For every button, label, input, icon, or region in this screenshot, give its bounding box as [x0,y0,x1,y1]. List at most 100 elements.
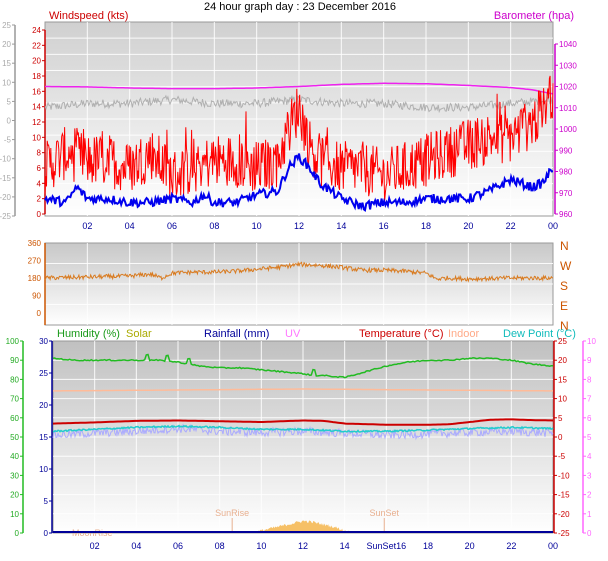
wind-left-gray-tick-label: -5 [4,136,12,145]
humidity-line [52,353,554,379]
uv-tick-label: 5 [587,433,592,442]
humidity-tick-label: 30 [10,471,19,480]
temperature-tick-label: 0 [558,433,563,442]
chart1-x-tick-label: 14 [336,221,346,231]
humidity-tick-label: 80 [10,375,19,384]
uv-tick-label: 1 [587,510,592,519]
humidity-tick-label: 10 [10,510,19,519]
barometer-tick-label: 1000 [559,125,577,134]
temperature-tick-label: -5 [558,452,566,461]
chart1-x-tick-label: 20 [463,221,473,231]
temperature-tick-label: -15 [558,491,570,500]
wind-red-tick-label: 16 [32,87,41,96]
barometer-axis-label: Barometer (hpa) [494,10,574,22]
humidity-tick-label: 100 [6,337,20,346]
temperature-tick-label: 20 [558,356,567,365]
barometer-tick-label: 970 [559,189,573,198]
compass-label: W [560,259,572,273]
humidity-tick-label: 0 [15,529,20,538]
wind-direction-line [44,260,553,283]
barometer-tick-label: 1020 [559,83,577,92]
solar-area [250,520,356,533]
wind-left-gray-tick-label: -20 [0,193,12,202]
legend-uv: UV [285,328,301,340]
temperature-tick-label: 5 [558,414,563,423]
compass-label: N [560,239,569,253]
direction-tick-label: 270 [28,257,42,266]
uv-tick-label: 3 [587,471,592,480]
chart1-x-tick-label: 06 [167,221,177,231]
legend-indoor: Indoor [448,328,480,340]
wind-left-gray-tick-label: -25 [0,212,12,221]
chart3-x-tick-label: SunSet16 [367,541,407,551]
humidity-legend: Humidity (%) Solar Rainfall (mm) UV Temp… [57,328,576,340]
temperature-tick-label: -25 [558,529,570,538]
chart3-x-tick-label: 12 [298,541,308,551]
temperature-line [52,418,554,426]
temperature-tick-label: 15 [558,375,567,384]
wind-red-tick-label: 14 [32,103,41,112]
barometer-tick-label: 1010 [559,104,577,113]
chart3-x-tick-label: 00 [548,541,558,551]
wind-left-gray-tick-label: 20 [2,40,11,49]
wind-red-tick-label: 20 [32,57,41,66]
chart1-x-tick-label: 18 [421,221,431,231]
chart3-x-tick-label: 06 [173,541,183,551]
chart1-x-tick-label: 04 [125,221,135,231]
dewpoint-line [52,424,554,433]
chart3-x-tick-label: 20 [465,541,475,551]
direction-tick-label: 0 [37,309,42,318]
barometer-tick-label: 960 [559,210,573,219]
rainfall-tick-label: 15 [39,433,48,442]
indoor-line [53,388,553,392]
wind-left-gray-tick-label: 5 [7,97,12,106]
wind-red-tick-label: 2 [37,195,42,204]
compass-label: S [560,279,568,293]
rainfall-tick-label: 10 [39,465,48,474]
barometer-line [45,82,554,95]
humidity-tick-label: 60 [10,414,19,423]
temperature-humidity-chart: 1009080706050403020100302520151050252015… [6,337,597,551]
wind-left-gray-tick-label: -15 [0,174,12,183]
windspeed-axis-label: Windspeed (kts) [49,10,128,22]
rainfall-tick-label: 30 [39,337,48,346]
direction-tick-label: 180 [28,274,42,283]
wind-red-tick-label: 24 [32,26,41,35]
gust-baseline-line [44,94,554,114]
wind-red-tick-label: 22 [32,41,41,50]
humidity-tick-label: 70 [10,395,19,404]
wind-left-gray-tick-label: 0 [7,117,12,126]
direction-tick-label: 360 [28,239,42,248]
chart3-x-tick-label: 10 [256,541,266,551]
humidity-tick-label: 90 [10,356,19,365]
humidity-tick-label: 50 [10,433,19,442]
barometer-tick-label: 980 [559,168,573,177]
legend-rainfall: Rainfall (mm) [204,328,269,340]
wind-red-tick-label: 18 [32,72,41,81]
wind-red-tick-label: 10 [32,133,41,142]
chart3-x-tick-label: 02 [90,541,100,551]
wind-red-tick-label: 12 [32,118,41,127]
wind-left-gray-tick-label: 10 [2,78,11,87]
wind-left-gray-tick-label: 25 [2,21,11,30]
wind-red-tick-label: 0 [37,210,42,219]
chart3-x-tick-label: 14 [340,541,350,551]
chart3-x-tick-label: 08 [215,541,225,551]
average-wind-line [44,153,554,212]
uv-tick-label: 4 [587,452,592,461]
uv-tick-label: 2 [587,491,592,500]
legend-solar: Solar [126,328,152,340]
chart3-x-tick-label: 18 [423,541,433,551]
rainfall-tick-label: 25 [39,369,48,378]
page-title: 24 hour graph day : 23 December 2016 [204,1,396,13]
legend-humidity: Humidity (%) [57,328,120,340]
uv-tick-label: 10 [587,337,596,346]
legend-dewpoint: Dew Point (°C) [503,328,576,340]
temperature-tick-label: -10 [558,471,570,480]
sunset-label: SunSet [369,508,399,518]
barometer-tick-label: 990 [559,146,573,155]
compass-label: E [560,299,568,313]
wind-red-tick-label: 4 [37,179,42,188]
chart1-x-tick-label: 08 [209,221,219,231]
